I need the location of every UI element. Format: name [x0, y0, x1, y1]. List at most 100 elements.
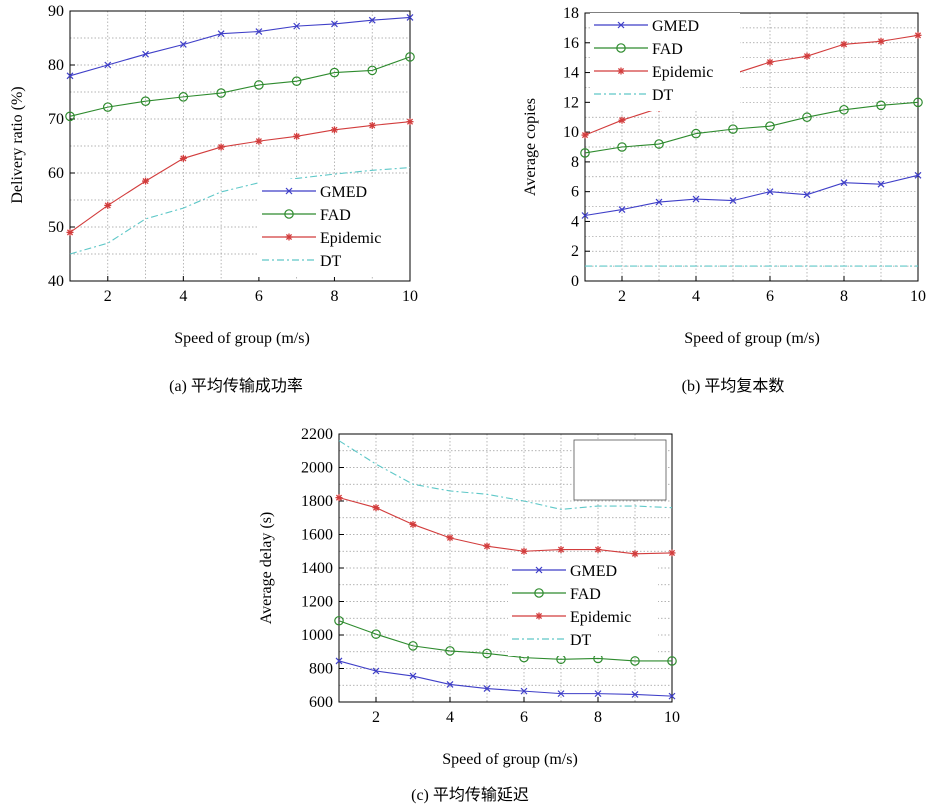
y-tick-label: 1800: [301, 493, 333, 510]
legend-item-gmed: GMED: [594, 18, 699, 35]
legend-item-dt: DT: [594, 87, 674, 104]
data-point: [142, 50, 149, 58]
series-line: [584, 101, 919, 154]
legend-item-fad: FAD: [594, 41, 683, 58]
x-tick-label: 4: [446, 709, 454, 726]
plot-a: 2 4 6 8 10 40 50 60 70 80 90 GMED FAD Epidemic DT: [48, 3, 418, 305]
y-tick-label: 1600: [301, 527, 333, 544]
data-point: [802, 112, 812, 123]
y-tick-label: 600: [309, 694, 333, 711]
series-line: [338, 660, 673, 697]
legend-marker: [616, 43, 626, 53]
data-point: [877, 180, 885, 188]
data-point: [406, 14, 414, 21]
data-point: [617, 142, 627, 152]
data-point: [520, 547, 528, 555]
data-point: [409, 672, 417, 680]
legend-b: GMED FAD Epidemic DT: [590, 13, 740, 111]
legend-box: [590, 13, 740, 111]
data-point: [840, 40, 848, 48]
data-point: [876, 100, 886, 111]
data-point: [654, 139, 664, 149]
series-dt: [69, 167, 411, 255]
x-tick-label: 10: [664, 709, 680, 726]
data-point: [581, 212, 589, 219]
series-line: [69, 167, 411, 255]
series-line: [338, 440, 673, 510]
legend-marker: [617, 21, 625, 29]
y-tick-label: 800: [309, 661, 333, 678]
data-point: [631, 550, 639, 558]
data-point: [406, 118, 414, 126]
data-point: [104, 61, 112, 69]
data-point: [291, 76, 302, 86]
data-point: [914, 171, 922, 179]
data-point: [330, 126, 338, 134]
data-point: [446, 534, 454, 542]
legend-marker: [285, 187, 293, 195]
legend-marker: [535, 566, 543, 574]
legend-item-gmed: GMED: [262, 184, 367, 201]
data-point: [581, 131, 589, 139]
series-line: [338, 620, 672, 662]
data-point: [446, 680, 454, 688]
x-tick-label: 2: [104, 288, 112, 305]
panel-b-caption: (b) 平均复本数: [682, 377, 785, 395]
data-point: [179, 41, 187, 48]
y-tick-label: 0: [571, 273, 579, 290]
y-tick-label: 10: [563, 124, 579, 141]
x-tick-label: 8: [594, 709, 602, 726]
data-point: [372, 504, 380, 512]
legend-label: DT: [570, 632, 592, 649]
data-point: [803, 52, 811, 60]
data-point: [557, 690, 565, 698]
data-point: [803, 191, 811, 199]
panel-c-ylabel: Average delay (s): [258, 512, 275, 625]
data-point: [618, 206, 626, 213]
y-tick-label: 2200: [301, 426, 333, 443]
data-point: [691, 128, 701, 139]
data-point: [66, 228, 74, 236]
legend-marker: [534, 588, 544, 598]
data-point: [483, 685, 491, 693]
legend-item-epidemic: Epidemic: [262, 230, 381, 247]
panel-a-ylabel: Delivery ratio (%): [9, 86, 26, 203]
data-point: [877, 37, 885, 45]
data-point: [655, 198, 663, 206]
data-point: [179, 154, 187, 162]
data-point: [102, 102, 113, 112]
data-point: [334, 615, 344, 626]
x-tick-label: 2: [372, 709, 380, 726]
data-point: [254, 80, 264, 90]
panel-c-caption: (c) 平均传输延迟: [411, 786, 529, 804]
x-tick-label: 10: [910, 288, 926, 305]
data-point: [216, 88, 226, 98]
data-point: [408, 641, 418, 651]
data-point: [668, 549, 676, 557]
panel-a-caption: (a) 平均传输成功率: [169, 377, 303, 395]
data-point: [331, 20, 338, 28]
legend-label: Epidemic: [320, 230, 381, 247]
data-point: [293, 22, 301, 30]
data-point: [729, 197, 737, 205]
x-tick-label: 2: [618, 288, 626, 305]
series-fad: [65, 52, 415, 122]
data-point: [728, 124, 738, 134]
data-point: [367, 65, 378, 76]
series-epidemic: [66, 118, 414, 236]
legend-label: FAD: [570, 586, 601, 603]
legend-item-fad: FAD: [512, 586, 601, 603]
y-tick-label: 8: [571, 154, 579, 171]
legend-item-gmed: GMED: [512, 563, 617, 580]
series-fad: [580, 97, 923, 158]
legend-box: [508, 558, 658, 656]
legend-item-epidemic: Epidemic: [512, 609, 631, 626]
y-tick-label: 2000: [301, 460, 333, 477]
y-tick-label: 90: [48, 3, 64, 20]
y-tick-label: 40: [48, 273, 64, 290]
data-point: [594, 690, 602, 698]
x-tick-label: 6: [520, 709, 528, 726]
data-point: [482, 648, 492, 659]
x-tick-label: 8: [840, 288, 848, 305]
